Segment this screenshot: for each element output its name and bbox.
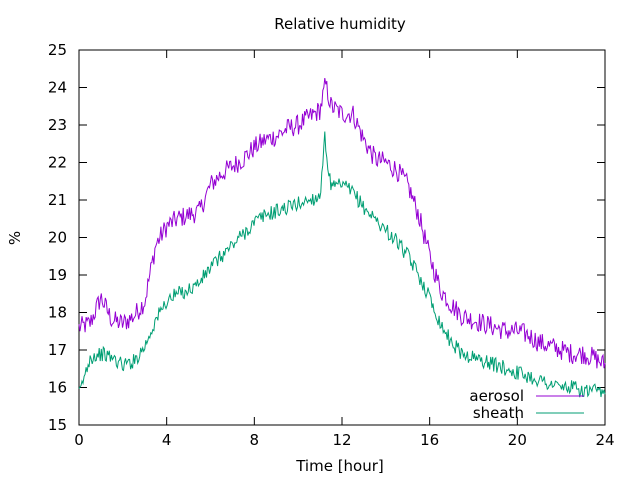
x-tick-label: 0 xyxy=(74,431,84,449)
chart-title: Relative humidity xyxy=(274,15,406,33)
y-tick-label: 17 xyxy=(48,341,67,359)
y-tick-label: 19 xyxy=(48,266,67,284)
series-line-aerosol xyxy=(78,78,606,369)
y-tick-label: 23 xyxy=(48,116,67,134)
x-axis: 0 4 8 12 16 20 24 xyxy=(74,50,615,449)
y-tick-label: 16 xyxy=(48,379,67,397)
y-tick-label: 15 xyxy=(48,416,67,434)
series-line-sheath xyxy=(78,131,606,398)
y-tick-label: 21 xyxy=(48,191,67,209)
y-tick-label: 22 xyxy=(48,154,67,172)
y-tick-label: 20 xyxy=(48,229,67,247)
plot-frame xyxy=(78,49,606,426)
x-axis-title: Time [hour] xyxy=(295,457,384,475)
x-tick-label: 20 xyxy=(508,431,527,449)
y-axis-title: % xyxy=(6,231,24,245)
legend-label-sheath: sheath xyxy=(473,404,524,422)
y-axis: 15 16 17 18 19 20 21 22 23 24 25 xyxy=(48,41,605,434)
y-tick-label: 24 xyxy=(48,79,67,97)
x-tick-label: 8 xyxy=(250,431,260,449)
series-lines xyxy=(78,78,606,398)
y-tick-label: 18 xyxy=(48,304,67,322)
x-tick-label: 4 xyxy=(162,431,172,449)
y-tick-label: 25 xyxy=(48,41,67,59)
x-tick-label: 24 xyxy=(595,431,614,449)
x-tick-label: 16 xyxy=(420,431,439,449)
legend-label-aerosol: aerosol xyxy=(469,387,524,405)
x-tick-label: 12 xyxy=(332,431,351,449)
